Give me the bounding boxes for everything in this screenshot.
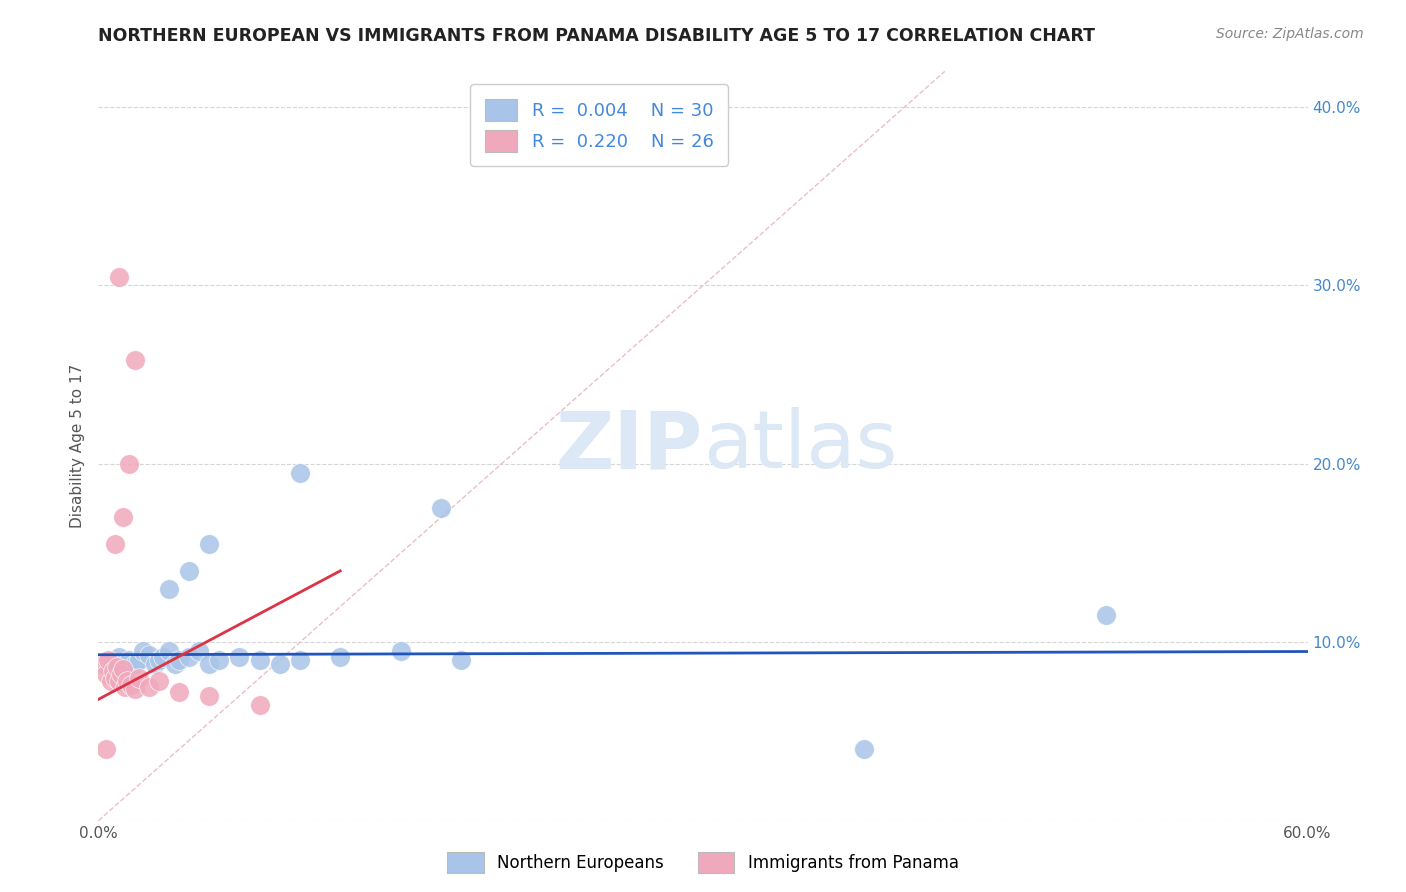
Point (96, 667, 118, 681)
Point (152, 649, 174, 664)
Point (188, 644, 211, 658)
Point (430, 501, 453, 516)
Point (450, 653, 472, 667)
Point (124, 657, 146, 671)
Point (107, 674, 129, 689)
Point (105, 660, 128, 674)
Point (148, 674, 170, 689)
Point (148, 653, 170, 667)
Point (120, 678, 142, 692)
Point (101, 664, 124, 678)
Legend: Northern Europeans, Immigrants from Panama: Northern Europeans, Immigrants from Pana… (441, 846, 965, 880)
Point (97, 653, 120, 667)
Point (198, 689, 221, 703)
Point (114, 680, 136, 694)
Point (269, 657, 291, 671)
Point (143, 657, 166, 671)
Y-axis label: Disability Age 5 to 17: Disability Age 5 to 17 (70, 364, 86, 528)
Point (100, 674, 122, 689)
Point (163, 657, 186, 671)
Point (115, 674, 138, 689)
Point (179, 649, 201, 664)
Point (111, 662, 134, 676)
Point (179, 564, 201, 578)
Text: NORTHERN EUROPEAN VS IMMIGRANTS FROM PANAMA DISABILITY AGE 5 TO 17 CORRELATION C: NORTHERN EUROPEAN VS IMMIGRANTS FROM PAN… (98, 27, 1095, 45)
Point (249, 698, 271, 712)
Legend: R =  0.004    N = 30, R =  0.220    N = 26: R = 0.004 N = 30, R = 0.220 N = 26 (470, 84, 728, 166)
Point (103, 671, 125, 685)
Point (389, 644, 412, 658)
Point (138, 648, 160, 662)
Point (249, 653, 271, 667)
Point (124, 353, 146, 368)
Point (111, 510, 134, 524)
Point (208, 653, 231, 667)
Point (93, 657, 115, 671)
Point (118, 653, 141, 667)
Point (157, 644, 180, 658)
Point (128, 653, 150, 667)
Point (288, 466, 311, 480)
Point (157, 582, 180, 596)
Text: atlas: atlas (703, 407, 897, 485)
Point (853, 742, 876, 756)
Point (167, 653, 190, 667)
Point (138, 680, 160, 694)
Point (124, 681, 146, 696)
Point (107, 649, 129, 664)
Point (96, 742, 118, 756)
Point (1095, 608, 1118, 623)
Point (228, 649, 250, 664)
Point (110, 667, 132, 681)
Point (198, 657, 221, 671)
Point (118, 457, 141, 471)
Point (103, 537, 125, 551)
Point (288, 653, 311, 667)
Point (167, 685, 190, 699)
Text: ZIP: ZIP (555, 407, 703, 485)
Point (329, 649, 352, 664)
Text: Source: ZipAtlas.com: Source: ZipAtlas.com (1216, 27, 1364, 41)
Point (107, 269, 129, 284)
Point (198, 537, 221, 551)
Point (132, 644, 155, 658)
Point (128, 671, 150, 685)
